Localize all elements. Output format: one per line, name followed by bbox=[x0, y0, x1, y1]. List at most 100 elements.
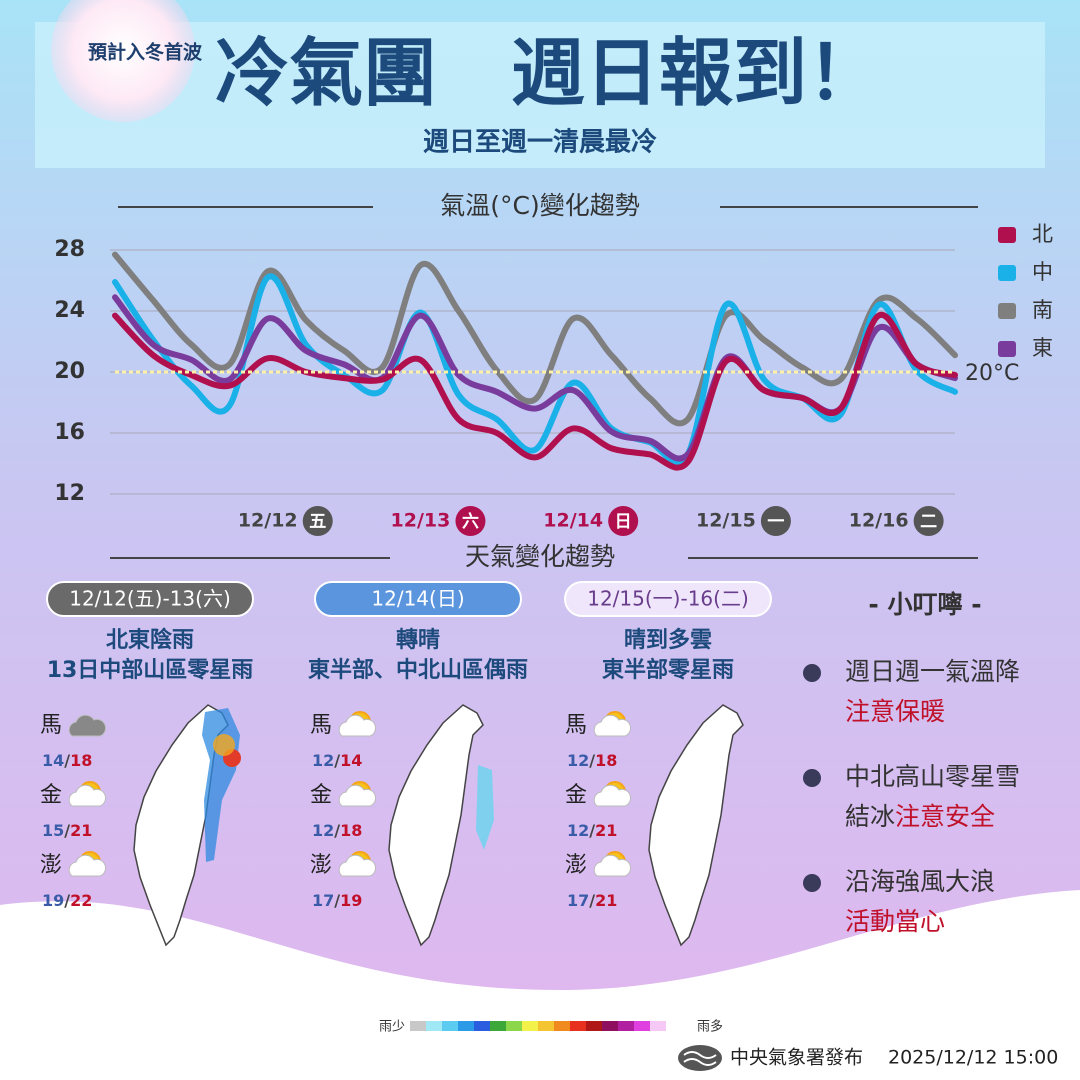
tip-part: 注意保暖 bbox=[845, 697, 945, 726]
snow-wave bbox=[0, 890, 1080, 1080]
weekday-label: 一 bbox=[767, 512, 784, 532]
weather-icon bbox=[68, 851, 107, 877]
island-name: 澎 bbox=[310, 853, 332, 878]
y-tick-label: 20 bbox=[54, 359, 85, 384]
tip-line1: 沿海強風大浪 bbox=[845, 867, 995, 896]
weather-icon bbox=[593, 781, 632, 807]
cloud bbox=[68, 714, 107, 737]
temp-sep: / bbox=[334, 751, 340, 770]
forecast-text: 北東陰雨 bbox=[106, 627, 194, 653]
island-temp: 14/18 bbox=[42, 751, 92, 770]
weather-title: 天氣變化趨勢 bbox=[465, 542, 615, 571]
temp-high: 21 bbox=[70, 821, 92, 840]
x-tick-label: 12/14 bbox=[543, 510, 603, 532]
header-subtitle: 週日至週一清晨最冷 bbox=[423, 127, 657, 158]
island-name: 金 bbox=[565, 783, 587, 808]
series-line bbox=[112, 311, 958, 471]
cloud bbox=[338, 784, 377, 807]
cloud bbox=[68, 784, 107, 807]
temp-high: 19 bbox=[340, 891, 362, 910]
date-pill bbox=[314, 581, 522, 617]
temp-sep: / bbox=[589, 891, 595, 910]
footer-agency: 中央氣象署發布 bbox=[730, 1047, 863, 1069]
rain-scale bbox=[410, 1021, 666, 1031]
forecast-text: 晴到多雲 bbox=[624, 627, 712, 653]
x-tick-label: 12/13 bbox=[391, 510, 451, 532]
weather-icon bbox=[338, 781, 377, 807]
temp-sep: / bbox=[334, 821, 340, 840]
legend-label: 南 bbox=[1032, 298, 1053, 322]
legend-swatch bbox=[998, 265, 1016, 281]
cloud bbox=[68, 854, 107, 877]
tip-line2: 結冰注意安全 bbox=[845, 802, 995, 831]
temp-high: 21 bbox=[595, 891, 617, 910]
island-temp: 12/18 bbox=[567, 751, 617, 770]
temp-low: 19 bbox=[42, 891, 64, 910]
date-pill-label: 12/14(日) bbox=[371, 587, 464, 611]
footer-time: 2025/12/12 15:00 bbox=[888, 1047, 1058, 1069]
weekday-badge bbox=[302, 506, 333, 536]
temp-sep: / bbox=[334, 891, 340, 910]
island-name: 澎 bbox=[565, 853, 587, 878]
maps bbox=[133, 704, 744, 946]
y-tick-label: 24 bbox=[54, 298, 85, 323]
island-temp: 17/21 bbox=[567, 891, 617, 910]
header-box bbox=[35, 22, 1045, 168]
header-tag: 預計入冬首波 bbox=[88, 41, 203, 64]
tips-title: - 小叮嚀 - bbox=[868, 590, 981, 619]
island-temp: 12/18 bbox=[312, 821, 362, 840]
temp-sep: / bbox=[64, 821, 70, 840]
forecast-text: 東半部零星雨 bbox=[602, 657, 734, 683]
temp-high: 18 bbox=[70, 751, 92, 770]
series-line bbox=[112, 273, 958, 466]
weekday-badge bbox=[455, 506, 486, 536]
tip-part: 活動當心 bbox=[845, 907, 945, 936]
cloud bbox=[593, 784, 632, 807]
x-tick-label: 12/15 bbox=[696, 510, 756, 532]
y-tick-label: 12 bbox=[54, 481, 85, 506]
legend-label: 東 bbox=[1032, 336, 1053, 360]
legend-swatch bbox=[998, 341, 1016, 357]
island-temp: 19/22 bbox=[42, 891, 92, 910]
cloud bbox=[338, 714, 377, 737]
weekday-label: 二 bbox=[920, 512, 937, 532]
temp-low: 17 bbox=[312, 891, 334, 910]
date-pill-label: 12/15(一)-16(二) bbox=[587, 587, 749, 611]
cloud bbox=[593, 714, 632, 737]
weather-icon bbox=[593, 711, 632, 737]
tip-line2: 注意保暖 bbox=[845, 697, 945, 726]
temp-high: 21 bbox=[595, 821, 617, 840]
x-tick-label: 12/12 bbox=[238, 510, 298, 532]
chart-title: 氣溫(°C)變化趨勢 bbox=[440, 191, 639, 220]
weekday-label: 六 bbox=[462, 511, 479, 532]
temp-low: 15 bbox=[42, 821, 64, 840]
cloud bbox=[338, 854, 377, 877]
tip-line1: 中北高山零星雪 bbox=[845, 762, 1020, 791]
island-name: 金 bbox=[40, 783, 62, 808]
reference-label: 20°C bbox=[965, 361, 1019, 386]
temp-sep: / bbox=[64, 891, 70, 910]
legend-label: 中 bbox=[1032, 260, 1053, 284]
y-tick-label: 16 bbox=[54, 420, 85, 445]
legend-label: 北 bbox=[1032, 222, 1053, 246]
temp-low: 12 bbox=[567, 821, 589, 840]
temp-high: 14 bbox=[340, 751, 362, 770]
logo bbox=[678, 1045, 722, 1071]
x-tick-label: 12/16 bbox=[849, 510, 909, 532]
island-temp: 12/14 bbox=[312, 751, 362, 770]
temp-sep: / bbox=[589, 821, 595, 840]
island-name: 馬 bbox=[565, 713, 587, 738]
cloud bbox=[593, 854, 632, 877]
temp-low: 14 bbox=[42, 751, 64, 770]
weather-icon bbox=[68, 714, 107, 737]
temp-high: 18 bbox=[340, 821, 362, 840]
legend-swatch bbox=[998, 227, 1016, 243]
tip-part: 注意安全 bbox=[895, 802, 995, 831]
weather-icon bbox=[593, 851, 632, 877]
rain-low: 雨少 bbox=[379, 1020, 405, 1035]
forecast-text: 轉晴 bbox=[396, 627, 440, 653]
island-name: 澎 bbox=[40, 853, 62, 878]
temp-sep: / bbox=[64, 751, 70, 770]
tip-line2: 活動當心 bbox=[845, 907, 945, 936]
